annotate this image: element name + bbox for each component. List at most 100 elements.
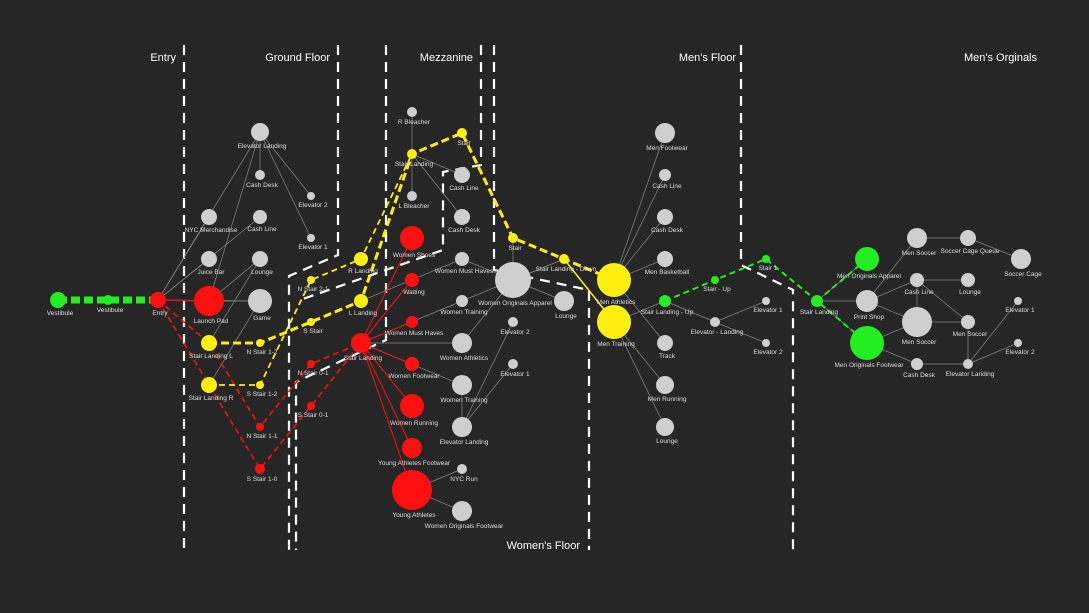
node [911,358,923,370]
node [307,360,315,368]
node [256,339,264,347]
node-label: Elevator Landing [946,371,995,378]
node-label: Men Running [648,396,687,403]
node-label: Elevator 2 [500,329,530,336]
node-label: Stair Landing R [189,395,234,402]
node-label: Elevator 1 [1005,307,1035,314]
node-label: Vestibule [47,310,74,317]
node-label: Women Training [440,309,488,316]
node [251,123,269,141]
node [597,305,631,339]
node [405,273,419,287]
node-label: Print Shop [854,314,885,321]
node [656,376,674,394]
node [762,339,770,347]
route [360,279,413,344]
node-label: Men Originals Footwear [835,362,905,369]
node-label: Men Soccer [902,250,938,257]
node-label: Women Running [390,420,439,427]
node [1014,339,1022,347]
node-label: R Landing [348,268,378,275]
node-label: Track [659,353,676,360]
node-label: Elevator - Landing [691,329,744,336]
node [307,402,315,410]
node-label: Elevator Landing [238,143,287,150]
node [255,170,265,180]
node [762,255,770,263]
node-label: Women Must Haves [385,330,444,337]
node [659,169,671,181]
edge [866,237,918,302]
node [454,209,470,225]
node-label: Elevator 1 [298,244,328,251]
route [360,342,413,449]
node-label: Men Training [597,341,635,348]
node-label: Cash Desk [448,227,481,234]
node-label: Vestibule [97,307,124,314]
node-label: Juice Bar [197,269,225,276]
node [201,251,217,267]
node [960,230,976,246]
node-label: L Bleacher [399,203,431,210]
node-label: Launch Pad [194,318,229,325]
node-label: Young Athletes Footwear [378,460,451,467]
node-label: Stair - Up [703,286,731,293]
node [248,289,272,313]
labels: Vestibule Vestibule Entry Elevator Landing C… [47,52,1042,552]
section-label: Men's Floor [679,52,736,64]
node-label: Men Originals Apparel [837,273,902,280]
node-label: Cash Desk [903,372,936,379]
node-label: Cash Line [652,183,682,190]
node-label: S Stair 1-2 [247,391,278,398]
node-label: Lounge [656,438,678,445]
node-label: N Stair 0-1 [297,370,328,377]
node [307,192,315,200]
node-label: Stair Landing - Down [536,266,597,273]
edge [967,300,1019,365]
route [360,342,413,491]
edge [613,174,666,281]
node-label: Stair [508,245,522,252]
node-label: N Stair 2-1 [297,286,328,293]
node-label: Women Originals Footwear [425,523,504,530]
node [961,273,975,287]
node-label: Soccer Cage [1004,271,1042,278]
edge [714,300,767,323]
divider [492,45,591,550]
node [495,262,531,298]
node [452,501,472,521]
route [157,299,362,471]
node [405,357,419,371]
node [407,191,417,201]
node-label: S Stair 1-0 [247,476,278,483]
node [910,273,924,287]
node [452,417,472,437]
node-label: Stair Landing - Up [641,309,694,316]
node [256,381,264,389]
section-label: Ground Floor [265,52,330,64]
node [655,123,675,143]
node [150,292,166,308]
node-label: Stair Landing [800,309,839,316]
edge [916,279,969,323]
node-label: R Bleacher [398,119,431,126]
node [559,254,569,264]
node [508,233,518,243]
node-label: Men Athletics [597,299,636,306]
node [455,252,469,266]
node [963,359,973,369]
node [103,295,113,305]
node-label: Cash Line [449,185,479,192]
node [902,307,932,337]
node-label: Cash Desk [651,227,684,234]
node [50,292,66,308]
node-label: Soccer Cage Queue [941,248,1000,255]
node [354,252,368,266]
node [392,470,432,510]
divider [739,45,795,550]
section-label: Mezzanine [420,52,473,64]
node [252,251,268,267]
